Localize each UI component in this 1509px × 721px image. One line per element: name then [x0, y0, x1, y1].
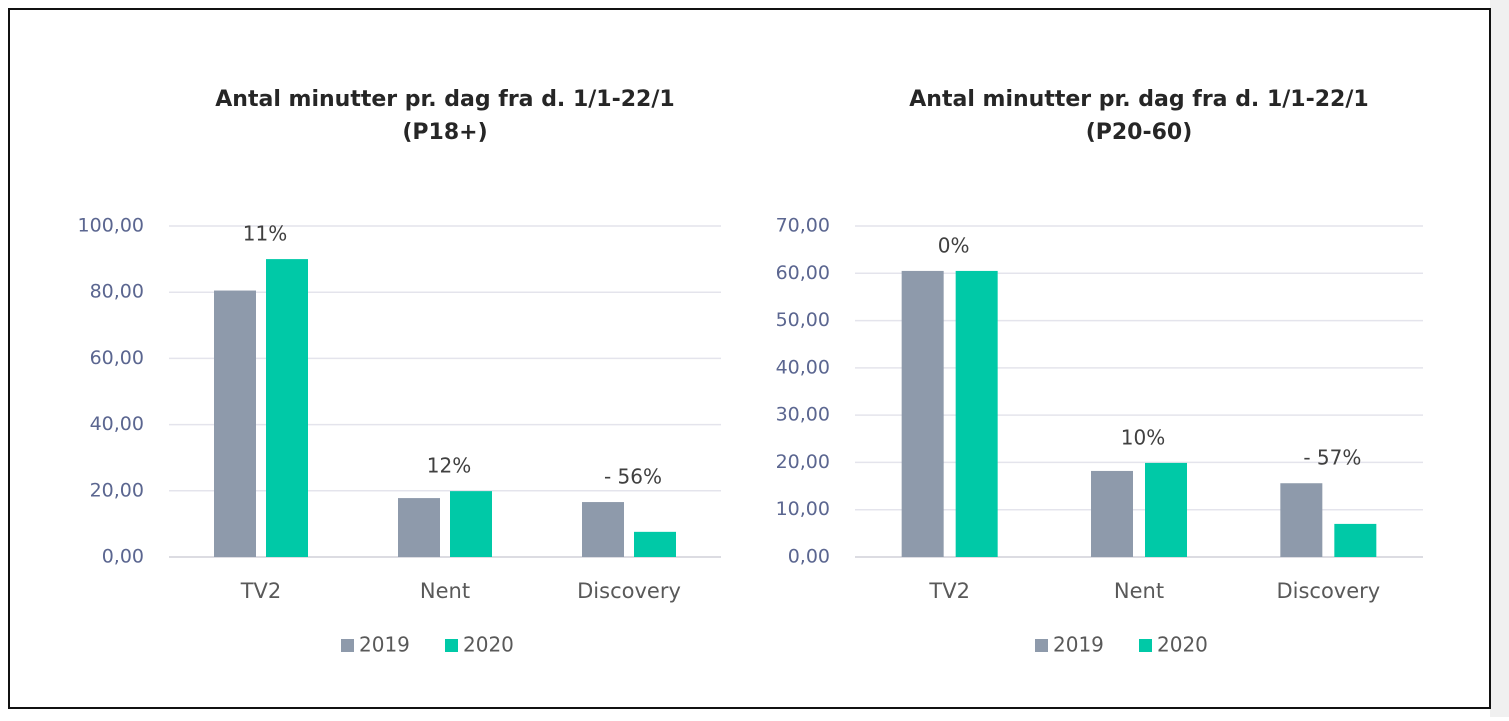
bar — [634, 531, 676, 557]
y-tick-label: 10,00 — [776, 498, 830, 520]
scrollbar — [1490, 0, 1509, 717]
y-tick-label: 20,00 — [90, 479, 144, 501]
x-tick-label: Nent — [420, 579, 470, 603]
y-tick-label: 20,00 — [776, 451, 830, 473]
y-tick-label: 40,00 — [90, 413, 144, 435]
legend-label: 2020 — [463, 633, 514, 657]
y-tick-label: 0,00 — [788, 546, 830, 568]
legend-label: 2019 — [359, 633, 410, 657]
bar — [1145, 462, 1187, 557]
legend-swatch — [445, 639, 458, 652]
chart-title: (P18+) — [402, 120, 487, 145]
legend-swatch — [1035, 639, 1048, 652]
chart-title: (P20-60) — [1086, 120, 1193, 145]
annotation: 12% — [427, 454, 471, 478]
annotation: 11% — [243, 222, 287, 246]
bar — [955, 270, 998, 557]
x-tick-label: Discovery — [1276, 579, 1380, 603]
bar — [266, 259, 308, 557]
chart-title: Antal minutter pr. dag fra d. 1/1-22/1 — [909, 87, 1368, 112]
y-tick-label: 40,00 — [776, 356, 830, 378]
x-tick-label: TV2 — [928, 579, 970, 603]
y-tick-label: 100,00 — [78, 215, 144, 237]
bar — [1091, 470, 1133, 557]
annotation: 0% — [938, 233, 970, 257]
legend-swatch — [1139, 639, 1152, 652]
chart-title: Antal minutter pr. dag fra d. 1/1-22/1 — [215, 87, 674, 112]
y-tick-label: 70,00 — [776, 215, 830, 237]
annotation: 10% — [1121, 425, 1165, 449]
x-tick-label: Discovery — [577, 579, 681, 603]
x-tick-label: Nent — [1114, 579, 1164, 603]
bar — [450, 491, 492, 557]
annotation: - 57% — [1303, 446, 1361, 470]
y-tick-label: 50,00 — [776, 309, 830, 331]
y-tick-label: 0,00 — [102, 546, 144, 568]
bar — [901, 270, 944, 557]
legend-label: 2020 — [1157, 633, 1208, 657]
y-tick-label: 60,00 — [776, 262, 830, 284]
legend-label: 2019 — [1053, 633, 1104, 657]
bar — [398, 498, 440, 557]
y-tick-label: 60,00 — [90, 347, 144, 369]
bar — [1334, 523, 1377, 557]
legend-swatch — [341, 639, 354, 652]
y-tick-label: 30,00 — [776, 404, 830, 426]
bar — [214, 290, 256, 557]
annotation: - 56% — [604, 465, 662, 489]
x-tick-label: TV2 — [240, 579, 282, 603]
bar — [582, 502, 624, 557]
bar — [1280, 483, 1323, 557]
y-tick-label: 80,00 — [90, 281, 144, 303]
